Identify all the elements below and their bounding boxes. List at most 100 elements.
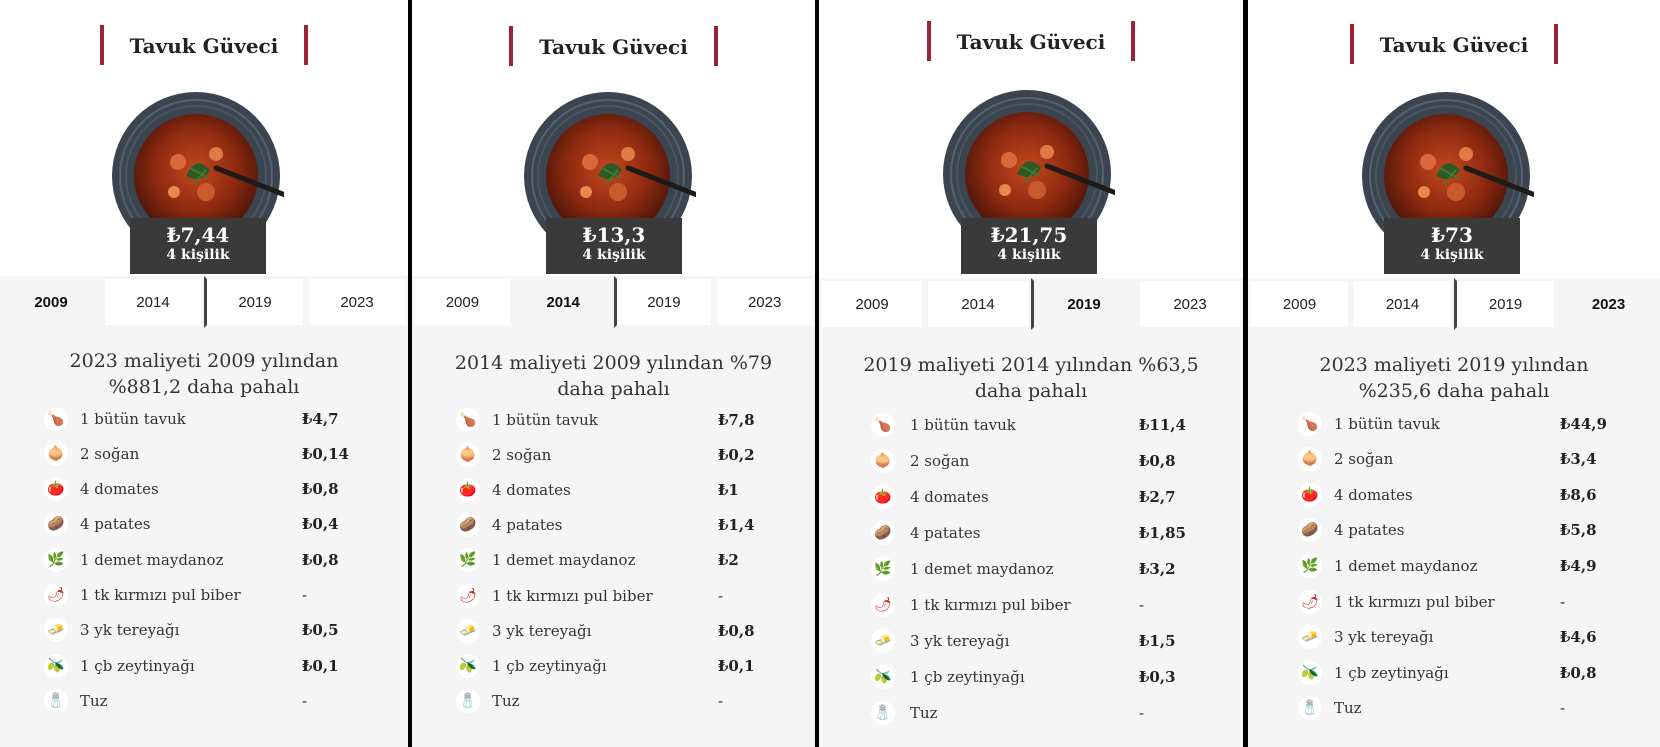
salt-icon: 🧂: [456, 689, 480, 714]
ingredient-row: 🍅 4 domates ₺8,6: [1248, 477, 1660, 512]
ingredient-row: 🧅 2 soğan ₺0,14: [0, 436, 408, 471]
tab-year-2023[interactable]: 2023: [714, 276, 815, 328]
ingredient-row: 🌿 1 demet maydanoz ₺0,8: [0, 542, 408, 577]
ingredient-row: 🧅 2 soğan ₺3,4: [1248, 442, 1660, 477]
ingredient-price: ₺4,6: [1560, 628, 1597, 647]
ingredient-row: 🌶 1 tk kırmızı pul biber -: [1248, 584, 1660, 619]
potato-icon: 🥔: [1298, 518, 1322, 543]
ingredient-name: Tuz: [80, 691, 108, 710]
ingredient-row: 🥔 4 patates ₺1,4: [412, 508, 815, 543]
ingredient-row: 🧈 3 yk tereyağı ₺0,8: [412, 613, 815, 648]
recipe-panel: Tavuk Güveci ₺21,75 4 kişilik 2009 2014 2019…: [819, 0, 1243, 747]
ingredient-name: 1 çb zeytinyağı: [910, 668, 1025, 687]
ingredient-price: ₺4,9: [1560, 556, 1597, 575]
ingredient-price: -: [1139, 596, 1145, 614]
ingredient-name: 3 yk tereyağı: [80, 621, 180, 640]
tab-year-2023[interactable]: 2023: [1137, 278, 1243, 330]
tab-year-2019[interactable]: 2019: [204, 276, 306, 328]
details-area: 2023 maliyeti 2019 yılından %235,6 daha p…: [1248, 330, 1660, 747]
total-price: ₺13,3: [582, 223, 646, 247]
tab-year-2019[interactable]: 2019: [1454, 278, 1557, 330]
butter-icon: 🧈: [1298, 625, 1322, 650]
servings-label: 4 kişilik: [166, 247, 230, 263]
onion-icon: 🧅: [44, 441, 68, 466]
recipe-title: Tavuk Güveci: [956, 30, 1106, 54]
ingredient-price: ₺1,4: [718, 516, 755, 535]
tab-year-2014[interactable]: 2014: [512, 276, 614, 328]
chicken-icon: 🍗: [44, 406, 68, 431]
chicken-icon: 🍗: [456, 407, 480, 432]
ingredient-price: ₺0,8: [718, 621, 755, 640]
tab-year-2023[interactable]: 2023: [1557, 278, 1660, 330]
olive-oil-icon: 🫒: [1298, 660, 1322, 685]
tab-year-2014[interactable]: 2014: [102, 276, 204, 328]
comparison-text: 2023 maliyeti 2009 yılından %881,2 daha p…: [0, 348, 408, 400]
tab-year-2019[interactable]: 2019: [1031, 278, 1137, 330]
ingredient-price: ₺7,8: [718, 410, 755, 429]
servings-label: 4 kişilik: [997, 247, 1061, 263]
ingredient-price: -: [1560, 592, 1566, 611]
ingredient-row: 🥔 4 patates ₺5,8: [1248, 513, 1660, 548]
ingredient-price: ₺44,9: [1560, 414, 1607, 433]
ingredient-price: -: [302, 586, 308, 604]
tomato-icon: 🍅: [44, 477, 68, 502]
panel-divider: [408, 0, 412, 747]
ingredient-price: -: [1560, 699, 1566, 718]
ingredient-price: ₺2,7: [1139, 487, 1176, 506]
ingredient-name: 2 soğan: [910, 451, 970, 470]
butter-icon: 🧈: [456, 618, 480, 643]
tab-year-2009[interactable]: 2009: [1248, 278, 1351, 330]
ingredient-name: 1 demet maydanoz: [492, 551, 636, 570]
tab-year-2014[interactable]: 2014: [925, 278, 1031, 330]
price-box: ₺21,75 4 kişilik: [961, 218, 1097, 274]
onion-icon: 🧅: [1298, 447, 1322, 472]
tab-year-2009[interactable]: 2009: [0, 276, 102, 328]
tomato-icon: 🍅: [1298, 482, 1322, 507]
chili-icon: 🌶: [44, 583, 68, 607]
ingredient-name: 2 soğan: [80, 444, 140, 463]
title-box: Tavuk Güveci: [1248, 24, 1660, 64]
ingredient-price: ₺8,6: [1560, 485, 1597, 504]
title-frame: Tavuk Güveci: [1349, 24, 1559, 64]
ingredient-price: ₺11,4: [1139, 415, 1186, 434]
tab-year-2014[interactable]: 2014: [1351, 278, 1454, 330]
ingredient-price: ₺1,5: [1139, 632, 1176, 651]
recipe-panel: Tavuk Güveci ₺73 4 kişilik 2009 2014 2019 202…: [1248, 0, 1660, 747]
comparison-text: 2019 maliyeti 2014 yılından %63,5 daha pa…: [819, 352, 1243, 404]
tab-year-2023[interactable]: 2023: [306, 276, 408, 328]
chicken-icon: 🍗: [1298, 411, 1322, 436]
servings-label: 4 kişilik: [1420, 247, 1484, 263]
details-area: 2019 maliyeti 2014 yılından %63,5 daha pa…: [819, 330, 1243, 747]
comparison-line-1: 2023 maliyeti 2009 yılından: [69, 350, 339, 372]
tab-year-2009[interactable]: 2009: [819, 278, 925, 330]
ingredient-row: 🌿 1 demet maydanoz ₺2: [412, 543, 815, 578]
servings-label: 4 kişilik: [582, 247, 646, 263]
title-box: Tavuk Güveci: [819, 21, 1243, 61]
ingredient-name: Tuz: [1334, 699, 1362, 718]
ingredient-name: 3 yk tereyağı: [910, 632, 1010, 651]
ingredient-price: -: [718, 692, 724, 711]
ingredient-name: Tuz: [492, 692, 520, 711]
ingredient-row: 🍗 1 bütün tavuk ₺44,9: [1248, 406, 1660, 441]
ingredient-name: 4 patates: [1334, 521, 1405, 540]
ingredient-row: 🌿 1 demet maydanoz ₺4,9: [1248, 548, 1660, 583]
parsley-icon: 🌿: [456, 548, 480, 573]
year-tabs: 2009 2014 2019 2023: [819, 278, 1243, 330]
ingredient-name: 1 tk kırmızı pul biber: [492, 586, 653, 605]
olive-oil-icon: 🫒: [456, 653, 480, 678]
ingredient-price: ₺4,7: [302, 409, 339, 428]
ingredient-price: -: [1139, 704, 1145, 723]
ingredient-price: ₺0,1: [302, 656, 339, 675]
ingredient-row: 🧂 Tuz -: [819, 696, 1243, 731]
ingredient-row: 🥔 4 patates ₺1,85: [819, 515, 1243, 550]
tomato-icon: 🍅: [871, 484, 895, 509]
tab-year-2019[interactable]: 2019: [613, 276, 715, 328]
ingredient-price: ₺0,8: [1560, 663, 1597, 682]
recipe-panel: Tavuk Güveci ₺13,3 4 kişilik 2009 2014 2019 2…: [412, 0, 815, 747]
ingredient-name: 1 tk kırmızı pul biber: [910, 596, 1071, 614]
ingredient-name: 1 demet maydanoz: [80, 550, 224, 569]
tab-year-2009[interactable]: 2009: [412, 276, 513, 328]
ingredient-row: 🍅 4 domates ₺2,7: [819, 479, 1243, 514]
ingredient-price: ₺0,4: [302, 515, 339, 534]
